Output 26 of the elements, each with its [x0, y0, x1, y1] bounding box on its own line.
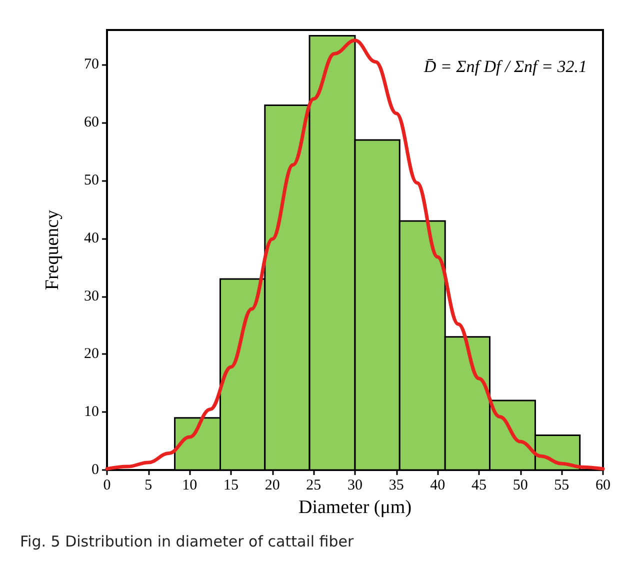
x-tick-label: 45	[472, 478, 486, 494]
line-series	[105, 38, 605, 471]
x-tick-label: 60	[596, 478, 610, 494]
y-tick-label: 10	[84, 404, 99, 420]
x-tick-label: 40	[430, 478, 446, 494]
y-tick-label: 30	[84, 288, 99, 304]
x-tick-label: 20	[264, 478, 280, 494]
x-tick-label: 55	[554, 478, 570, 494]
y-tick-label: 40	[84, 230, 99, 246]
y-tick-label: 60	[84, 114, 99, 131]
x-tick-label: 35	[388, 478, 404, 494]
x-tick-label: 10	[182, 478, 198, 494]
y-tick-label: 50	[84, 172, 99, 189]
y-tick-label: 70	[84, 56, 99, 73]
x-tick-label: 25	[306, 478, 322, 494]
y-tick-label: 20	[84, 346, 99, 362]
x-tick-label: 0	[103, 478, 111, 494]
y-axis-title: Frequency	[42, 209, 63, 290]
caption: Fig. 5 Distribution in diameter of cattail fiber	[20, 532, 354, 550]
x-tick-label: 15	[224, 478, 238, 494]
annotation: D̄ = Σnf Df / Σnf = 32.1	[422, 57, 587, 76]
x-tick-label: 30	[348, 478, 362, 494]
y-tick-label: 0	[92, 462, 99, 478]
x-axis-title: Diameter (μm)	[298, 497, 412, 518]
x-tick-label: 50	[512, 478, 528, 494]
x-tick-label: 5	[144, 478, 152, 494]
